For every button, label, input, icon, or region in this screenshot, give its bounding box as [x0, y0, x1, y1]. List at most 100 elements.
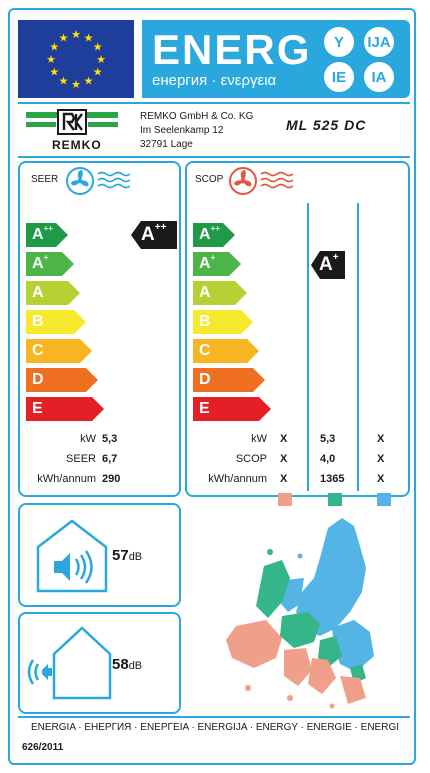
colder-zone	[278, 518, 374, 672]
seer-class-arrow: A++	[26, 223, 68, 247]
seer-rated-sup: ++	[154, 222, 167, 233]
eu-star-icon: ★	[49, 67, 59, 79]
class-arrow-shape-icon	[193, 252, 241, 276]
eu-stars-icon: ★ ★★★★★★★★★★★	[46, 29, 106, 91]
zone-swatch-warmer	[278, 493, 292, 506]
scop-class-sup: +	[210, 253, 216, 262]
class-arrow-shape-icon	[193, 397, 271, 421]
seer-row-value: 290	[102, 473, 121, 485]
energy-subtitle: енергия · ενεργεια	[152, 72, 277, 89]
eu-star-icon: ★	[59, 32, 69, 44]
scop-class-arrow: E	[193, 397, 271, 421]
seer-class-arrow: D	[26, 368, 98, 392]
class-arrow-shape-icon	[26, 368, 98, 392]
eu-star-icon: ★	[71, 79, 81, 91]
scop-row-value: 4,0	[320, 453, 336, 465]
seer-rated-letter: A	[141, 224, 155, 245]
scop-row-value: 1365	[320, 473, 345, 485]
seer-class-sup: +	[43, 253, 49, 262]
scop-class-arrow: A++	[193, 223, 235, 247]
seer-class-arrow: B	[26, 310, 86, 334]
scop-class-sup: ++	[210, 224, 220, 233]
rated-class-arrow-icon	[131, 221, 177, 249]
footer-languages: ENERGIA · ЕНЕРГИЯ · ΕΝΕΡΓΕΙΑ · ENERGIJA …	[31, 722, 399, 733]
scop-class-arrow: B	[193, 310, 253, 334]
scop-title: SCOP	[195, 174, 224, 185]
header: ★ ★ ★ ★ ★ ★ ★ ★ ★ ★ ★ ★ ENERG енергия · ενεργεια Y …	[18, 20, 410, 98]
language-bubble-ia: IA	[364, 62, 394, 92]
scop-row-value: X	[280, 433, 288, 445]
seer-class-sup: ++	[43, 224, 53, 233]
seer-class-letter: E	[32, 400, 43, 417]
zone-divider	[357, 203, 359, 491]
scop-row-label: kW	[251, 433, 267, 445]
heating-fan-icon	[229, 167, 294, 195]
seer-class-letter: A	[32, 284, 44, 301]
supplier-address: REMKO GmbH & Co. KG Im Seelenkamp 12 327…	[140, 110, 253, 152]
supplier-name: REMKO GmbH & Co. KG	[140, 111, 254, 122]
logo-text: REMKO	[52, 138, 102, 152]
seer-class-letter: D	[32, 371, 44, 388]
outdoor-db-number: 58	[112, 656, 129, 673]
zone-swatch-colder	[377, 493, 391, 506]
seer-panel: SEER A++ A+ A B C D E A++ kW 5,3 SEER 6,7 kWh/annu…	[18, 161, 181, 497]
seer-class-arrow: A	[26, 281, 80, 305]
scop-class-letter: A	[199, 226, 211, 243]
seer-class-arrow: A+	[26, 252, 74, 276]
header-divider	[18, 102, 410, 104]
seer-row-label: SEER	[66, 453, 96, 465]
scop-class-letter: D	[199, 371, 211, 388]
indoor-noise-value: 57dB	[112, 547, 142, 564]
eu-star-icon: ★	[59, 76, 69, 88]
outdoor-db-unit: dB	[128, 660, 143, 672]
indoor-db-number: 57	[112, 547, 129, 564]
eu-star-icon: ★	[71, 29, 81, 41]
scop-class-letter: B	[199, 313, 211, 330]
label-frame	[8, 8, 416, 765]
scop-class-arrow: A+	[193, 252, 241, 276]
rated-class-arrow-icon	[311, 251, 345, 279]
scop-class-letter: A	[199, 284, 211, 301]
indoor-db-unit: dB	[128, 551, 143, 563]
supplier-city: 32791 Lage	[140, 139, 193, 150]
eu-star-icon: ★	[84, 76, 94, 88]
scop-class-arrow: D	[193, 368, 265, 392]
scop-class-letter: C	[199, 342, 211, 359]
footer-divider	[18, 716, 410, 718]
supplier-street: Im Seelenkamp 12	[140, 125, 224, 136]
class-arrow-shape-icon	[193, 281, 247, 305]
seer-class-letter: C	[32, 342, 44, 359]
outdoor-noise-panel: 58dB	[18, 612, 181, 714]
seer-row-label: kW	[80, 433, 96, 445]
scop-row-label: kWh/annum	[208, 473, 267, 485]
seer-class-letter: A	[32, 255, 44, 272]
class-arrow-shape-icon	[26, 397, 104, 421]
scop-rated-sup: +	[332, 252, 339, 263]
seer-class-letter: A	[32, 226, 44, 243]
eu-flag: ★ ★ ★ ★ ★ ★ ★ ★ ★ ★ ★ ★	[18, 20, 134, 98]
seer-row-label: kWh/annum	[37, 473, 96, 485]
class-arrow-shape-icon	[193, 310, 253, 334]
europe-climate-map	[226, 518, 374, 709]
class-arrow-shape-icon	[26, 339, 92, 363]
class-arrow-shape-icon	[193, 368, 265, 392]
scop-row-value: X	[377, 473, 385, 485]
language-bubble-y: Y	[324, 27, 354, 57]
scop-class-arrow: A	[193, 281, 247, 305]
eu-star-icon: ★	[96, 54, 106, 66]
supplier-divider	[18, 156, 410, 158]
scop-row-label: SCOP	[235, 453, 267, 465]
seer-class-letter: B	[32, 313, 44, 330]
class-arrow-shape-icon	[26, 223, 68, 247]
remko-logo-icon	[26, 109, 118, 135]
warmer-zone	[226, 620, 366, 709]
model-identifier: ML 525 DC	[286, 117, 367, 133]
seer-title: SEER	[31, 174, 59, 185]
eu-star-icon: ★	[93, 67, 103, 79]
seer-row-value: 5,3	[102, 433, 118, 445]
seer-row-value: 6,7	[102, 453, 118, 465]
zone-swatch-average	[328, 493, 342, 506]
class-arrow-shape-icon	[193, 223, 235, 247]
